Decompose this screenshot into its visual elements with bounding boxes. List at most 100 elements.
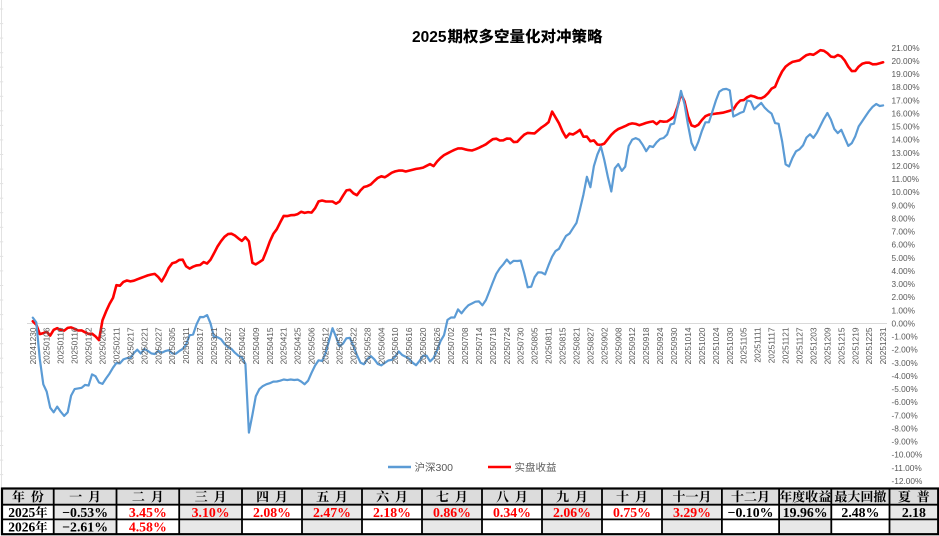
svg-text:20250626: 20250626 — [432, 327, 442, 364]
svg-text:20250409: 20250409 — [251, 327, 261, 364]
svg-text:20251105: 20251105 — [739, 327, 749, 364]
svg-text:17.00%: 17.00% — [892, 95, 921, 105]
svg-text:-4.00%: -4.00% — [892, 371, 919, 381]
svg-text:2.48%: 2.48% — [841, 505, 879, 520]
svg-text:2.18: 2.18 — [902, 505, 926, 520]
svg-text:20251215: 20251215 — [836, 327, 846, 364]
svg-text:20250217: 20250217 — [125, 327, 135, 364]
svg-text:20250821: 20250821 — [572, 327, 582, 364]
svg-text:20251121: 20251121 — [781, 327, 791, 364]
svg-text:2025: 2025 — [8, 505, 35, 520]
svg-text:-3.00%: -3.00% — [892, 358, 919, 368]
svg-text:20250415: 20250415 — [265, 327, 275, 364]
svg-text:21.00%: 21.00% — [892, 43, 921, 53]
svg-text:20251020: 20251020 — [697, 327, 707, 364]
svg-text:20250327: 20250327 — [223, 327, 233, 364]
svg-text:20250106: 20250106 — [42, 327, 52, 364]
svg-text:20251219: 20251219 — [850, 327, 860, 364]
svg-text:20250730: 20250730 — [516, 327, 526, 364]
svg-text:300: 300 — [436, 462, 454, 474]
svg-text:10.00%: 10.00% — [892, 187, 921, 197]
svg-text:2.06%: 2.06% — [553, 505, 591, 520]
svg-text:16.00%: 16.00% — [892, 108, 921, 118]
svg-text:-10.00%: -10.00% — [892, 450, 924, 460]
svg-text:20250211: 20250211 — [111, 327, 121, 364]
svg-text:20250227: 20250227 — [153, 327, 163, 364]
svg-text:0.75%: 0.75% — [613, 505, 651, 520]
svg-text:20250902: 20250902 — [599, 327, 609, 364]
svg-text:7.00%: 7.00% — [892, 227, 916, 237]
svg-text:20250206: 20250206 — [98, 327, 108, 364]
svg-text:-11.00%: -11.00% — [892, 463, 923, 473]
svg-text:12.00%: 12.00% — [892, 161, 921, 171]
svg-text:−0.53%: −0.53% — [62, 505, 108, 520]
svg-text:20250610: 20250610 — [390, 327, 400, 364]
svg-text:20251024: 20251024 — [711, 327, 721, 364]
svg-text:20251231: 20251231 — [878, 327, 888, 364]
svg-text:4.00%: 4.00% — [892, 266, 916, 276]
svg-text:-2.00%: -2.00% — [892, 345, 919, 355]
svg-text:20250908: 20250908 — [613, 327, 623, 364]
svg-text:0.00%: 0.00% — [892, 318, 916, 328]
svg-text:11.00%: 11.00% — [892, 174, 920, 184]
svg-text:2026: 2026 — [8, 520, 35, 535]
svg-text:20250321: 20250321 — [209, 327, 219, 364]
svg-text:20251030: 20251030 — [725, 327, 735, 364]
svg-text:20250827: 20250827 — [585, 327, 595, 364]
svg-text:20250305: 20250305 — [167, 327, 177, 364]
svg-text:20250528: 20250528 — [362, 327, 372, 364]
svg-text:20250620: 20250620 — [418, 327, 428, 364]
svg-text:-5.00%: -5.00% — [892, 384, 919, 394]
svg-text:20250708: 20250708 — [460, 327, 470, 364]
svg-text:20251203: 20251203 — [808, 327, 818, 364]
svg-text:20250724: 20250724 — [502, 327, 512, 364]
svg-text:20250805: 20250805 — [530, 327, 540, 364]
svg-text:20.00%: 20.00% — [892, 56, 921, 66]
svg-text:5.00%: 5.00% — [892, 253, 916, 263]
svg-text:20241230: 20241230 — [28, 327, 38, 364]
svg-text:-8.00%: -8.00% — [892, 423, 919, 433]
svg-text:19.00%: 19.00% — [892, 69, 921, 79]
svg-text:20250317: 20250317 — [195, 327, 205, 364]
svg-text:-7.00%: -7.00% — [892, 410, 919, 420]
svg-text:20250604: 20250604 — [376, 327, 386, 364]
svg-text:13.00%: 13.00% — [892, 148, 921, 158]
svg-text:20250221: 20250221 — [139, 327, 149, 364]
svg-text:20250714: 20250714 — [474, 327, 484, 364]
svg-text:3.10%: 3.10% — [192, 505, 230, 520]
svg-text:2.08%: 2.08% — [253, 505, 291, 520]
svg-text:-6.00%: -6.00% — [892, 397, 919, 407]
svg-text:0.86%: 0.86% — [433, 505, 471, 520]
svg-text:20250930: 20250930 — [669, 327, 679, 364]
svg-text:19.96%: 19.96% — [783, 505, 828, 520]
svg-text:20250924: 20250924 — [655, 327, 665, 364]
svg-text:20250912: 20250912 — [627, 327, 637, 364]
svg-text:20250702: 20250702 — [446, 327, 456, 364]
svg-text:14.00%: 14.00% — [892, 135, 921, 145]
svg-text:20251209: 20251209 — [822, 327, 832, 364]
svg-text:20250522: 20250522 — [348, 327, 358, 364]
svg-text:20250918: 20250918 — [641, 327, 651, 364]
svg-text:−0.10%: −0.10% — [728, 505, 774, 520]
svg-text:9.00%: 9.00% — [892, 200, 916, 210]
svg-text:0.34%: 0.34% — [493, 505, 531, 520]
svg-text:15.00%: 15.00% — [892, 122, 921, 132]
svg-text:20250512: 20250512 — [321, 327, 331, 364]
svg-text:4.58%: 4.58% — [129, 520, 167, 535]
svg-text:20250425: 20250425 — [293, 327, 303, 364]
svg-text:-1.00%: -1.00% — [892, 332, 919, 342]
svg-text:2.00%: 2.00% — [892, 292, 916, 302]
svg-text:20250506: 20250506 — [307, 327, 317, 364]
svg-text:2.47%: 2.47% — [313, 505, 351, 520]
svg-text:20250718: 20250718 — [488, 327, 498, 364]
svg-text:20251225: 20251225 — [864, 327, 874, 364]
svg-text:6.00%: 6.00% — [892, 240, 916, 250]
svg-text:3.29%: 3.29% — [673, 505, 711, 520]
svg-text:20251117: 20251117 — [767, 327, 777, 363]
svg-text:18.00%: 18.00% — [892, 82, 921, 92]
svg-text:20250311: 20250311 — [181, 327, 191, 364]
svg-text:20251111: 20251111 — [753, 327, 763, 362]
svg-text:3.45%: 3.45% — [129, 505, 167, 520]
svg-text:20251127: 20251127 — [795, 327, 805, 364]
svg-text:20250516: 20250516 — [335, 327, 345, 364]
